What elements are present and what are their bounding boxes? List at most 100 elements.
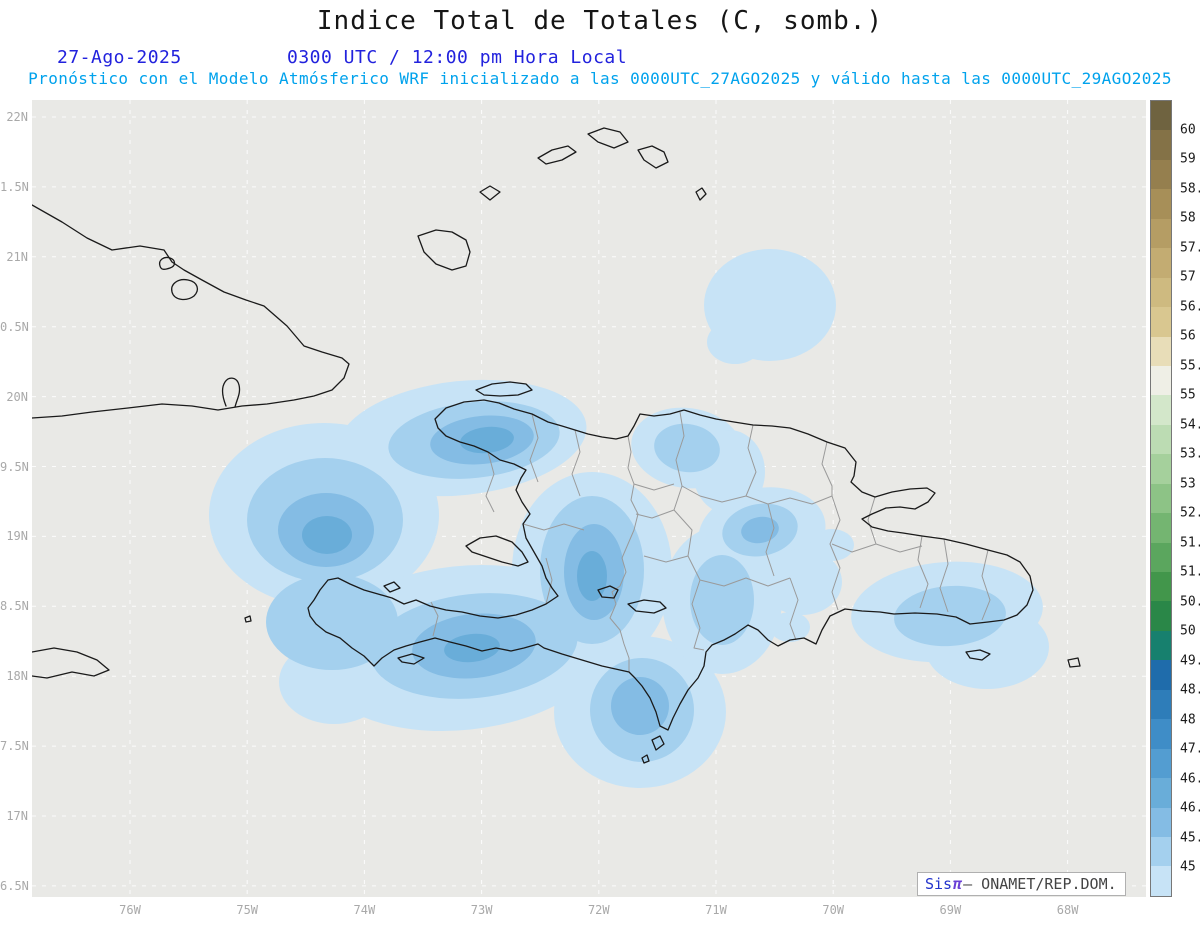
lon-tick-label: 76W <box>119 903 141 917</box>
lon-tick-label: 73W <box>470 903 493 917</box>
colorbar-segment <box>1151 307 1171 337</box>
colorbar-tick-label: 46.8 <box>1180 771 1200 787</box>
weather-map <box>32 100 1146 897</box>
colorbar-segment <box>1151 483 1171 514</box>
colorbar-segment <box>1151 748 1171 779</box>
bay-nipe <box>171 278 199 301</box>
lake-saumatre <box>597 585 619 599</box>
island-alto-velo <box>641 754 650 764</box>
colorbar-segment <box>1151 513 1171 543</box>
attribution-badge: Sis π – ONAMET/REP.DOM. <box>917 872 1126 896</box>
colorbar-tick-label: 46.2 <box>1180 800 1200 816</box>
colorbar-segment <box>1151 189 1171 219</box>
coastline-cuba <box>32 204 350 419</box>
colorbar <box>1150 100 1172 897</box>
colorbar-tick-label: 55 <box>1180 387 1196 403</box>
department-borders-haiti <box>430 413 585 637</box>
colorbar-tick-label: 47.4 <box>1180 741 1200 757</box>
lat-tick-label: 17N <box>6 809 28 823</box>
island-mona <box>1067 657 1081 668</box>
coastline-hispaniola <box>307 399 1034 731</box>
islands-caicos-north <box>587 127 629 149</box>
colorbar-tick-label: 53.6 <box>1180 446 1200 462</box>
lat-tick-label: 20N <box>6 389 28 404</box>
lat-tick-label: 22N <box>6 110 28 124</box>
graticule-gridlines <box>32 100 1146 897</box>
island-navassa <box>244 615 252 623</box>
colorbar-segment <box>1151 248 1171 278</box>
coastline-jamaica <box>32 647 110 679</box>
forecast-time: 0300 UTC / 12:00 pm Hora Local <box>287 47 628 68</box>
colorbar-tick-label: 56 <box>1180 328 1196 344</box>
forecast-date: 27-Ago-2025 <box>57 47 182 68</box>
island-tortue <box>475 381 533 397</box>
badge-sis-text: Sis <box>925 875 953 893</box>
colorbar-tick-label: 60 <box>1180 122 1196 138</box>
bay-banes <box>158 256 176 270</box>
colorbar-segment <box>1151 836 1171 867</box>
colorbar-tick-label: 51.8 <box>1180 535 1200 551</box>
map-panel <box>32 100 1146 897</box>
colorbar-segment <box>1151 424 1171 455</box>
colorbar-tick-label: 45.6 <box>1180 830 1200 846</box>
colorbar-segment <box>1151 454 1171 484</box>
colorbar-tick-label: 50.6 <box>1180 594 1200 610</box>
colorbar-segment <box>1151 130 1171 160</box>
island-grand-turk <box>695 187 707 201</box>
colorbar-tick-label: 48.6 <box>1180 682 1200 698</box>
colorbar-segment <box>1151 572 1171 602</box>
colorbar-tick-label: 52.4 <box>1180 505 1200 521</box>
lat-tick-label: 8.5N <box>0 599 29 614</box>
islands-caicos-west <box>537 145 577 165</box>
colorbar-segment <box>1151 660 1171 690</box>
lat-tick-label: 0.5N <box>0 319 29 334</box>
page-title: Indice Total de Totales (C, somb.) <box>316 6 884 36</box>
island-cayemites <box>383 581 401 593</box>
lon-tick-label: 74W <box>353 903 376 917</box>
island-great-inagua <box>417 229 471 271</box>
colorbar-tick-label: 58.5 <box>1180 181 1200 197</box>
colorbar-tick-label: 48 <box>1180 712 1196 728</box>
admin-borders <box>430 411 991 672</box>
colorbar-segment <box>1151 336 1171 366</box>
island-gonave <box>465 535 529 567</box>
lat-tick-label: 6.5N <box>0 878 29 893</box>
lat-tick-label: 7.5N <box>0 739 29 754</box>
colorbar-segment <box>1151 689 1171 720</box>
colorbar-segment <box>1151 866 1171 896</box>
lon-tick-label: 69W <box>939 903 962 917</box>
border-haiti-dr <box>609 435 639 672</box>
lat-tick-label: 18N <box>6 669 28 684</box>
colorbar-tick-label: 50 <box>1180 623 1196 639</box>
lat-tick-label: 19N <box>6 529 28 544</box>
island-beata <box>651 735 665 751</box>
colorbar-tick-label: 45 <box>1180 859 1196 875</box>
lake-enriquillo <box>627 599 667 614</box>
lon-tick-label: 72W <box>587 903 610 917</box>
colorbar-segment <box>1151 719 1171 749</box>
colorbar-segment <box>1151 218 1171 249</box>
colorbar-segment <box>1151 542 1171 572</box>
colorbar-segment <box>1151 101 1171 131</box>
colorbar-segment <box>1151 630 1171 661</box>
lat-tick-label: 21N <box>6 249 28 264</box>
colorbar-segment <box>1151 395 1171 425</box>
colorbar-segment <box>1151 601 1171 631</box>
model-run-line: Pronóstico con el Modelo Atmósferico WRF… <box>28 69 1172 88</box>
island-ile-a-vache <box>397 653 425 665</box>
colorbar-segment <box>1151 365 1171 396</box>
colorbar-segment <box>1151 159 1171 190</box>
colorbar-segment <box>1151 778 1171 808</box>
lon-tick-label: 71W <box>705 903 727 917</box>
island-saona <box>965 649 991 661</box>
pi-logo-icon: π <box>953 875 963 893</box>
colorbar-segment <box>1151 807 1171 837</box>
lon-tick-label: 70W <box>822 903 845 917</box>
islands-caicos-east <box>637 145 669 169</box>
colorbar-tick-label: 57 <box>1180 269 1196 285</box>
colorbar-segment <box>1151 277 1171 308</box>
colorbar-tick-label: 54.2 <box>1180 417 1200 433</box>
colorbar-tick-label: 49.2 <box>1180 653 1200 669</box>
colorbar-tick-label: 55.5 <box>1180 358 1200 374</box>
